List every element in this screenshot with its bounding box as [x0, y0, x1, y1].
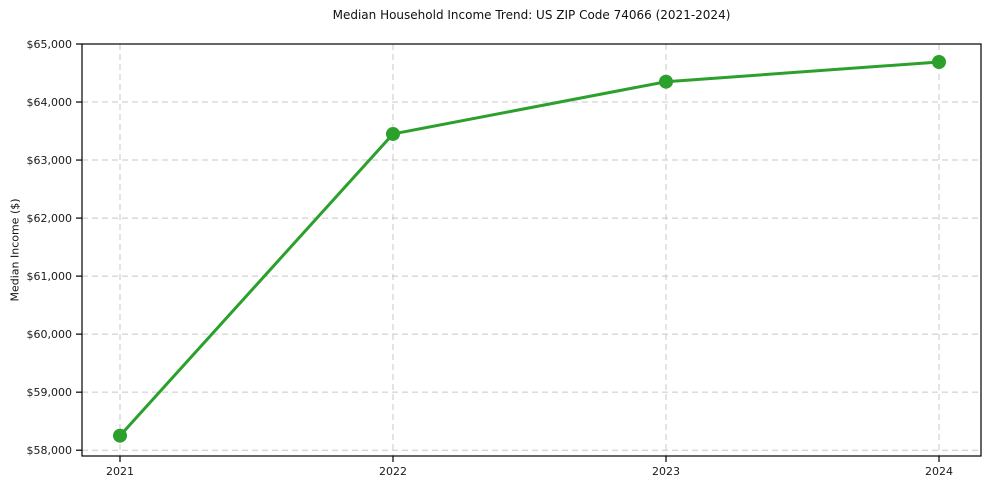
data-point [659, 74, 673, 89]
y-tick-label: $59,000 [27, 386, 73, 399]
y-tick-label: $63,000 [27, 154, 73, 167]
y-tick-label: $62,000 [27, 212, 73, 225]
x-tick-label: 2021 [106, 465, 134, 478]
y-tick-label: $58,000 [27, 444, 73, 457]
plot-border [81, 43, 982, 457]
data-point [932, 54, 946, 69]
x-tick-label: 2024 [925, 465, 953, 478]
trend-line [118, 60, 941, 438]
chart-title: Median Household Income Trend: US ZIP Co… [332, 8, 731, 22]
x-tick-label: 2022 [379, 465, 407, 478]
x-tick-label: 2023 [652, 465, 680, 478]
data-point [113, 428, 127, 443]
y-tick-label: $61,000 [27, 270, 73, 283]
data-point [386, 126, 400, 141]
y-tick-label: $64,000 [27, 96, 73, 109]
y-tick-label: $65,000 [27, 38, 73, 51]
y-tick-label: $60,000 [27, 328, 73, 341]
